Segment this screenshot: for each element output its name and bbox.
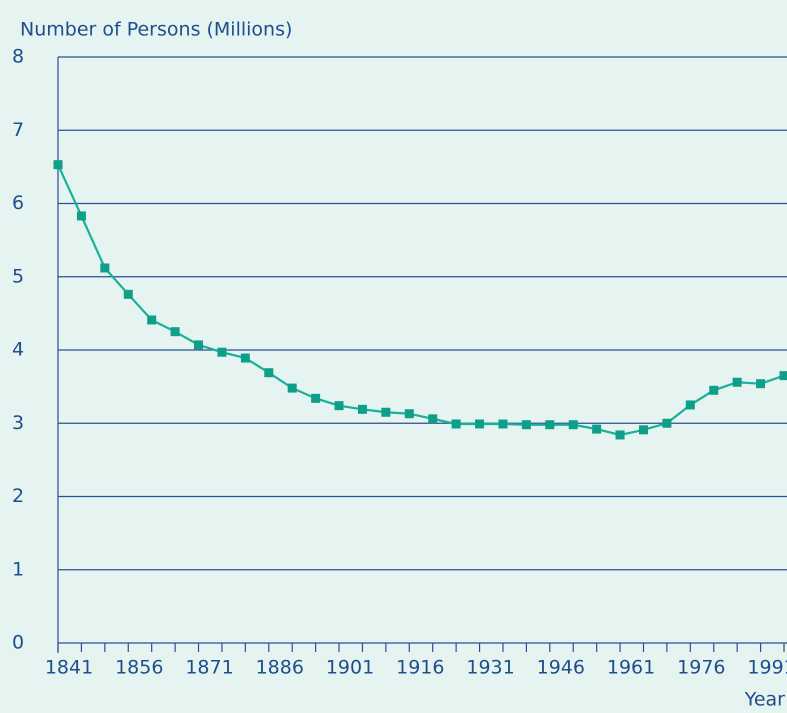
point-marker	[334, 401, 344, 411]
point-marker	[568, 420, 578, 430]
point-marker	[357, 404, 367, 414]
point-marker	[428, 414, 438, 424]
point-marker	[287, 383, 297, 393]
x-tick-label: 1991	[747, 657, 787, 679]
y-axis-title: Number of Persons (Millions)	[20, 19, 292, 41]
point-marker	[451, 419, 461, 429]
point-marker	[779, 371, 787, 381]
point-marker	[123, 289, 133, 299]
x-tick-label: 1946	[537, 657, 585, 679]
point-marker	[545, 420, 555, 430]
y-tick-label: 7	[12, 119, 24, 141]
x-tick-label: 1916	[396, 657, 444, 679]
x-tick-label: 1931	[466, 657, 514, 679]
x-tick-label: 1901	[326, 657, 374, 679]
point-marker	[217, 347, 227, 357]
x-tick-label: 1976	[677, 657, 725, 679]
point-marker	[709, 385, 719, 395]
point-marker	[53, 160, 63, 170]
point-marker	[264, 368, 274, 378]
x-tick-label: 1961	[607, 657, 655, 679]
point-marker	[638, 425, 648, 435]
y-tick-label: 4	[12, 339, 24, 361]
x-tick-label: 1886	[256, 657, 304, 679]
y-tick-label: 3	[12, 412, 24, 434]
y-tick-label: 2	[12, 485, 24, 507]
y-tick-label: 5	[12, 265, 24, 287]
point-marker	[311, 393, 321, 403]
series-line	[56, 164, 785, 437]
point-marker	[732, 377, 742, 387]
point-marker	[685, 400, 695, 410]
point-marker	[592, 424, 602, 434]
point-marker	[194, 340, 204, 350]
point-marker	[100, 263, 110, 273]
point-marker	[662, 418, 672, 428]
point-marker	[147, 315, 157, 325]
point-marker	[381, 407, 391, 417]
y-tick-label: 8	[12, 46, 24, 68]
point-marker	[240, 353, 250, 363]
x-tick-label: 1856	[115, 657, 163, 679]
point-marker	[498, 419, 508, 429]
y-tick-label: 6	[12, 192, 24, 214]
point-marker	[475, 419, 485, 429]
y-tick-label: 0	[12, 632, 24, 654]
x-axis-title: Year	[744, 689, 785, 711]
point-marker	[170, 327, 180, 337]
y-tick-label: 1	[12, 558, 24, 580]
point-marker	[404, 409, 414, 419]
point-marker	[756, 379, 766, 389]
point-marker	[521, 420, 531, 430]
x-tick-label: 1841	[45, 657, 93, 679]
x-tick-label: 1871	[185, 657, 233, 679]
point-marker	[76, 211, 86, 221]
point-marker	[615, 430, 625, 440]
